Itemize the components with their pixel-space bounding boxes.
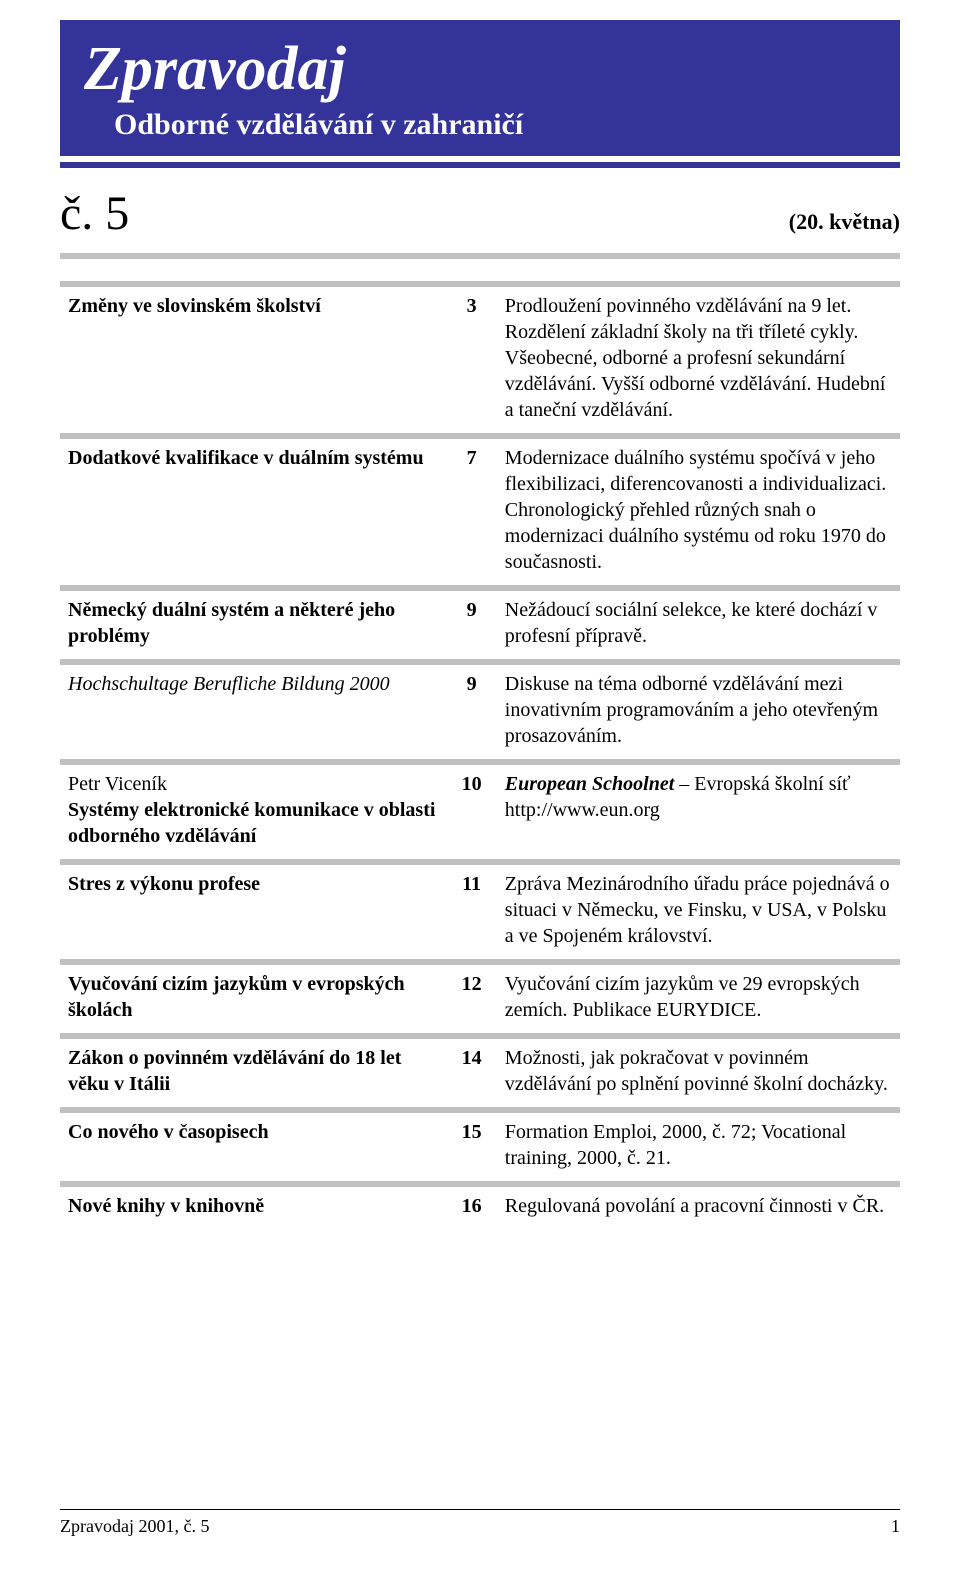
toc-row: Změny ve slovinském školství 3 Prodlouže… [60, 281, 900, 429]
toc-page-num: 16 [446, 1181, 496, 1225]
toc-left-title: Stres z výkonu profese [68, 873, 260, 895]
toc-page-num: 15 [446, 1107, 496, 1177]
toc-row: Petr Viceník Systémy elektronické komuni… [60, 759, 900, 855]
toc-row: Zákon o povinném vzdělávání do 18 let vě… [60, 1033, 900, 1103]
header-block: Zpravodaj Odborné vzdělávání v zahraničí [60, 20, 900, 156]
issue-row: č. 5 (20. května) [60, 186, 900, 241]
issue-rule [60, 253, 900, 259]
header-thin-bar [60, 162, 900, 168]
toc-right-desc: Regulovaná povolání a pracovní činnosti … [497, 1181, 900, 1225]
toc-page-num: 10 [446, 759, 496, 855]
toc-left-title: Co nového v časopisech [68, 1121, 269, 1143]
toc-page-num: 3 [446, 281, 496, 429]
toc-page-num: 7 [446, 433, 496, 581]
toc-page-num: 12 [446, 959, 496, 1029]
footer-page-num: 1 [891, 1516, 900, 1537]
toc-right-desc: Prodloužení povinného vzdělávání na 9 le… [497, 281, 900, 429]
toc-page-num: 9 [446, 659, 496, 755]
toc-left-title: Dodatkové kvalifikace v duálním systému [68, 447, 424, 469]
toc-page-num: 14 [446, 1033, 496, 1103]
issue-date: (20. května) [789, 209, 900, 235]
footer-left: Zpravodaj 2001, č. 5 [60, 1516, 209, 1537]
toc-row: Nové knihy v knihovně 16 Regulovaná povo… [60, 1181, 900, 1225]
toc-right-desc: Zpráva Mezinárodního úřadu práce pojedná… [497, 859, 900, 955]
toc-right-italic: European Schoolnet [505, 773, 674, 795]
toc-row: Co nového v časopisech 15 Formation Empl… [60, 1107, 900, 1177]
toc-author: Petr Viceník [68, 773, 167, 795]
toc-right-desc: Formation Emploi, 2000, č. 72; Vocationa… [497, 1107, 900, 1177]
toc-right-after: – Evropská školní síť [674, 773, 850, 795]
toc-right-desc: Nežádoucí sociální selekce, ke které doc… [497, 585, 900, 655]
toc-left-title: Německý duální systém a některé jeho pro… [68, 599, 395, 647]
toc-row: Německý duální systém a některé jeho pro… [60, 585, 900, 655]
toc-row: Hochschultage Berufliche Bildung 2000 9 … [60, 659, 900, 755]
toc-left-title: Zákon o povinném vzdělávání do 18 let vě… [68, 1047, 401, 1095]
toc-left-title: Hochschultage Berufliche Bildung 2000 [68, 673, 390, 695]
toc-right-desc: Vyučování cizím jazykům ve 29 evropských… [497, 959, 900, 1029]
toc-left-title: Nové knihy v knihovně [68, 1195, 264, 1217]
toc-table: Změny ve slovinském školství 3 Prodlouže… [60, 277, 900, 1229]
toc-left-title: Vyučování cizím jazykům v evropských ško… [68, 973, 405, 1021]
issue-number: č. 5 [60, 186, 129, 241]
toc-right-desc: Možnosti, jak pokračovat v povinném vzdě… [497, 1033, 900, 1103]
doc-title: Zpravodaj [84, 38, 876, 100]
toc-row: Stres z výkonu profese 11 Zpráva Mezinár… [60, 859, 900, 955]
doc-subtitle: Odborné vzdělávání v zahraničí [114, 108, 876, 142]
toc-left-title: Systémy elektronické komunikace v oblast… [68, 799, 435, 847]
toc-left-title: Změny ve slovinském školství [68, 295, 321, 317]
toc-right-desc: European Schoolnet – Evropská školní síť… [497, 759, 900, 855]
toc-page-num: 11 [446, 859, 496, 955]
toc-right-desc: Diskuse na téma odborné vzdělávání mezi … [497, 659, 900, 755]
toc-row: Dodatkové kvalifikace v duálním systému … [60, 433, 900, 581]
toc-right-desc: Modernizace duálního systému spočívá v j… [497, 433, 900, 581]
toc-right-url: http://www.eun.org [505, 799, 660, 821]
toc-page-num: 9 [446, 585, 496, 655]
toc-row: Vyučování cizím jazykům v evropských ško… [60, 959, 900, 1029]
page-footer: Zpravodaj 2001, č. 5 1 [60, 1509, 900, 1537]
